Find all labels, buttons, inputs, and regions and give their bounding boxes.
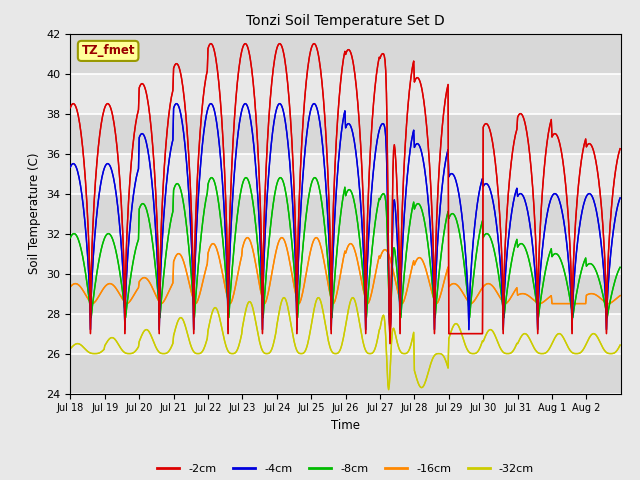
X-axis label: Time: Time xyxy=(331,419,360,432)
Bar xyxy=(70,73,621,114)
Bar xyxy=(70,313,621,354)
Y-axis label: Soil Temperature (C): Soil Temperature (C) xyxy=(28,153,41,275)
Text: TZ_fmet: TZ_fmet xyxy=(81,44,135,58)
Bar xyxy=(70,274,621,313)
Bar xyxy=(70,354,621,394)
Bar xyxy=(70,114,621,154)
Title: Tonzi Soil Temperature Set D: Tonzi Soil Temperature Set D xyxy=(246,14,445,28)
Bar xyxy=(70,234,621,274)
Bar xyxy=(70,154,621,193)
Legend: -2cm, -4cm, -8cm, -16cm, -32cm: -2cm, -4cm, -8cm, -16cm, -32cm xyxy=(153,459,538,478)
Bar xyxy=(70,193,621,234)
Bar xyxy=(70,34,621,73)
